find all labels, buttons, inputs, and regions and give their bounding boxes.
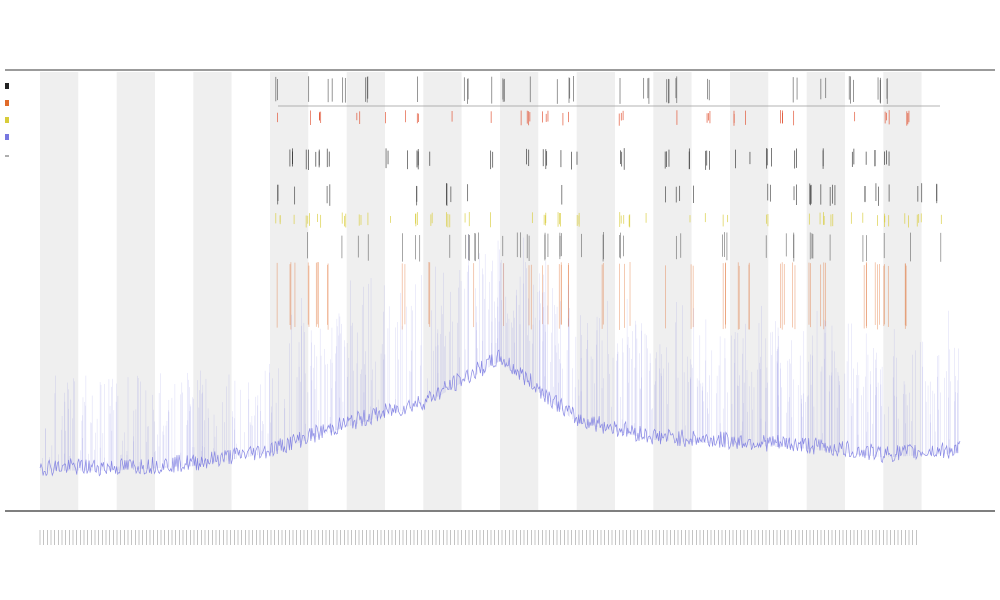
band (538, 72, 577, 510)
band (576, 72, 615, 510)
event-ticks-layer (275, 76, 942, 330)
band (461, 72, 500, 510)
band (500, 72, 539, 510)
legend-swatch (5, 117, 9, 123)
band (78, 72, 117, 510)
legend (5, 83, 9, 157)
legend-swatch (5, 100, 9, 106)
band (40, 72, 79, 510)
band (193, 72, 232, 510)
band (423, 72, 462, 510)
band (883, 72, 922, 510)
band (806, 72, 845, 510)
background-bands (40, 72, 960, 510)
series-layer (39, 234, 961, 477)
band (845, 72, 884, 510)
band (768, 72, 807, 510)
legend-swatch (5, 83, 9, 89)
legend-swatch (5, 134, 9, 140)
x-tick-labels (39, 530, 917, 545)
band (270, 72, 309, 510)
band (921, 72, 960, 510)
band (155, 72, 194, 510)
band (653, 72, 692, 510)
band (385, 72, 424, 510)
band (615, 72, 654, 510)
band (346, 72, 385, 510)
band (116, 72, 155, 510)
band (691, 72, 730, 510)
series-line (39, 349, 961, 477)
band (730, 72, 769, 510)
band (231, 72, 270, 510)
